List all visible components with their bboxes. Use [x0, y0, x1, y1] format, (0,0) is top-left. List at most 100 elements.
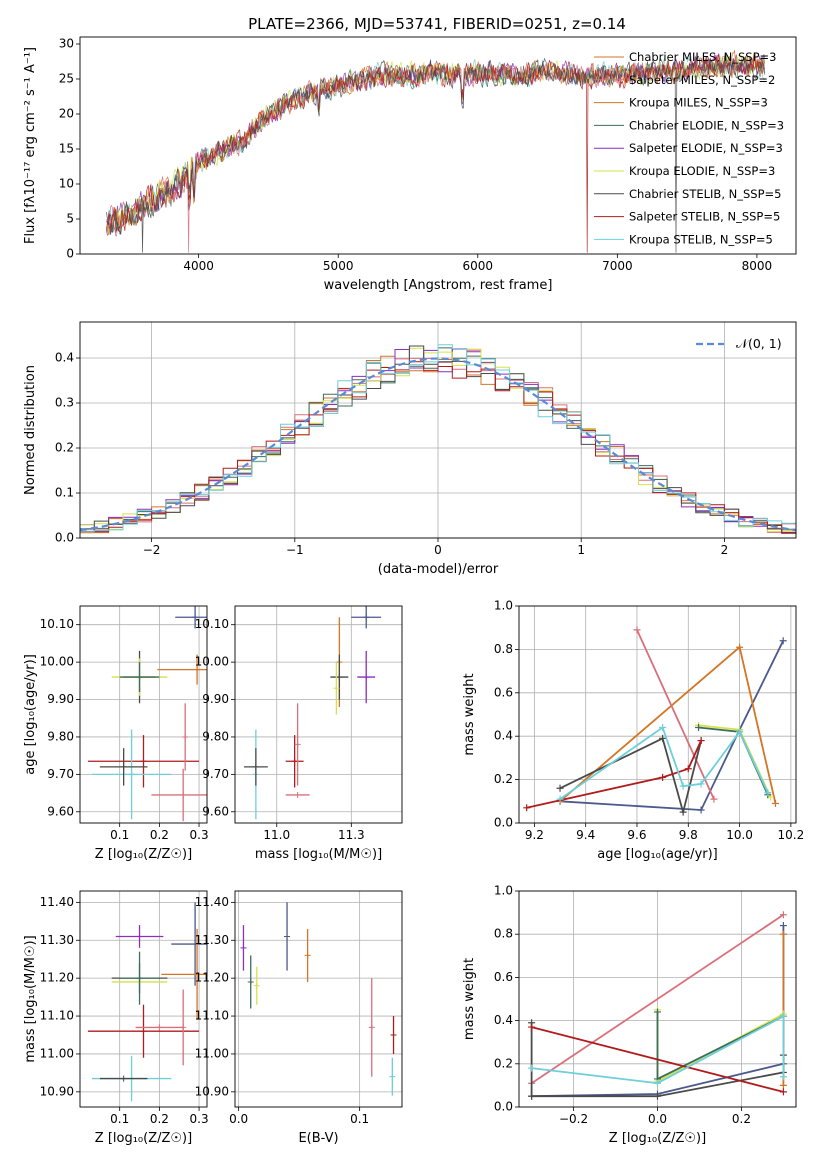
- weight-point-marker: [779, 911, 787, 919]
- weight-point-marker: [736, 728, 744, 736]
- errorbar-point: [157, 654, 207, 685]
- weight-point-marker: [779, 1081, 787, 1089]
- point-marker: [140, 758, 147, 765]
- y-tick-label: 9.70: [47, 767, 74, 781]
- errorbar-point: [368, 978, 375, 1077]
- x-tick-label: 0.0: [229, 1112, 248, 1126]
- legend-entry: Chabrier STELIB, N_SSP=5: [629, 187, 781, 201]
- y-tick-label: 0.0: [494, 816, 513, 830]
- point-marker: [136, 975, 143, 982]
- weight-point-marker: [556, 795, 564, 803]
- y-tick-label: 0.2: [494, 1056, 513, 1070]
- histogram-series: [80, 361, 796, 534]
- plot-area: [243, 606, 382, 820]
- x-axis-label: wavelength [Angstrom, rest frame]: [324, 278, 553, 293]
- errorbar-point: [357, 650, 376, 704]
- point-marker: [390, 1032, 397, 1038]
- y-tick-label: 10: [59, 177, 74, 191]
- x-tick-label: 0.0: [648, 1112, 667, 1126]
- errorbar-point: [285, 735, 304, 788]
- histogram-series: [80, 345, 796, 533]
- weight-point-marker: [528, 1092, 536, 1100]
- spectrum-series-line: [106, 54, 765, 253]
- x-axis-label: age [log₁₀(age/yr)]: [597, 847, 718, 862]
- plot-area: [523, 626, 787, 816]
- weight-point-marker: [697, 737, 705, 745]
- errorbar-point: [351, 606, 382, 629]
- weight-point-marker: [684, 765, 692, 773]
- weight-point-marker: [764, 789, 772, 797]
- errorbar-point: [247, 955, 254, 1009]
- weight-point-marker: [679, 782, 687, 790]
- y-tick-label: 11.20: [195, 971, 229, 985]
- x-tick-label: 0: [434, 543, 442, 557]
- x-tick-label: −0.2: [559, 1112, 588, 1126]
- point-marker: [194, 666, 201, 673]
- axes-border: [234, 890, 403, 1108]
- point-marker: [304, 952, 311, 959]
- errorbar-point: [119, 662, 160, 693]
- x-tick-label: 0.3: [190, 1112, 209, 1126]
- y-tick-label: 0.2: [494, 772, 513, 786]
- weight-point-marker: [659, 734, 667, 742]
- y-tick-label: 30: [59, 37, 74, 51]
- errorbar-point: [91, 729, 172, 820]
- x-axis-label: Z [log₁₀(Z/Z☉)]: [95, 1131, 192, 1146]
- errorbar-point: [240, 925, 247, 971]
- weight-series-line: [698, 726, 769, 796]
- weight-series-line: [636, 629, 715, 800]
- x-tick-label: 7000: [602, 259, 633, 273]
- y-tick-label: 9.90: [202, 692, 229, 706]
- x-axis-label: mass [log₁₀(M/M☉)]: [255, 847, 382, 862]
- point-marker: [363, 674, 370, 681]
- y-tick-label: 11.00: [195, 1046, 229, 1060]
- y-axis-label: Flux [fλ10⁻¹⁷ erg cm⁻² s⁻¹ A⁻¹]: [23, 47, 38, 244]
- errorbar-point: [243, 748, 268, 786]
- x-tick-label: 0.2: [732, 1112, 751, 1126]
- weight-point-marker: [710, 795, 718, 803]
- weight-point-marker: [654, 1079, 661, 1087]
- y-tick-label: 10.00: [195, 655, 229, 669]
- weight-point-marker: [528, 1064, 536, 1072]
- chart-spectrum: 4000 5000 6000 7000 8000 0 5 10 15 20 25 30 waveleng…: [23, 15, 797, 293]
- y-tick-label: 0.0: [494, 1100, 513, 1114]
- x-tick-label: −2: [143, 543, 161, 557]
- x-tick-label: 0.1: [110, 1112, 129, 1126]
- point-marker: [192, 614, 199, 621]
- x-tick-label: 0.2: [150, 1112, 169, 1126]
- axes-border: [79, 890, 208, 1108]
- axes-border: [518, 890, 797, 1108]
- normal-curve: [80, 357, 796, 532]
- chart-age_vs_mass: 11.0 11.3 9.60 9.70 9.80 9.90 10.00 10.10 mass […: [195, 605, 403, 862]
- y-tick-label: 9.70: [202, 767, 229, 781]
- y-tick-label: 9.90: [47, 692, 74, 706]
- y-tick-label: 11.30: [195, 933, 229, 947]
- y-axis-label: mass weight: [462, 673, 477, 755]
- errorbar-point: [285, 791, 310, 798]
- weight-point-marker: [697, 806, 705, 814]
- errorbar-point: [161, 928, 207, 1020]
- weight-point-marker: [523, 804, 531, 812]
- x-tick-label: 6000: [463, 259, 494, 273]
- y-axis-label: mass weight: [462, 958, 477, 1040]
- y-tick-label: 0.4: [494, 1013, 513, 1027]
- y-tick-label: 11.20: [40, 971, 74, 985]
- point-marker: [253, 982, 260, 989]
- y-axis-label: mass [log₁₀(M/M☉)]: [23, 935, 38, 1062]
- errorbar-point: [389, 1057, 396, 1096]
- weight-series-line: [559, 640, 785, 811]
- axes-border: [79, 36, 797, 255]
- legend-entry: Chabrier ELODIE, N_SSP=3: [629, 118, 784, 132]
- errorbar-point: [99, 1075, 148, 1082]
- legend-entry: Kroupa ELODIE, N_SSP=3: [629, 164, 775, 178]
- weight-point-marker: [659, 773, 667, 781]
- y-tick-label: 0.6: [494, 970, 513, 984]
- errorbar-point: [135, 1024, 184, 1031]
- legend: 𝒩(0, 1): [696, 336, 782, 351]
- plot-area: [528, 911, 787, 1100]
- point-marker: [363, 614, 370, 621]
- spectrum-series-line: [106, 55, 766, 253]
- y-tick-label: 10.00: [40, 655, 74, 669]
- point-marker: [120, 1075, 127, 1082]
